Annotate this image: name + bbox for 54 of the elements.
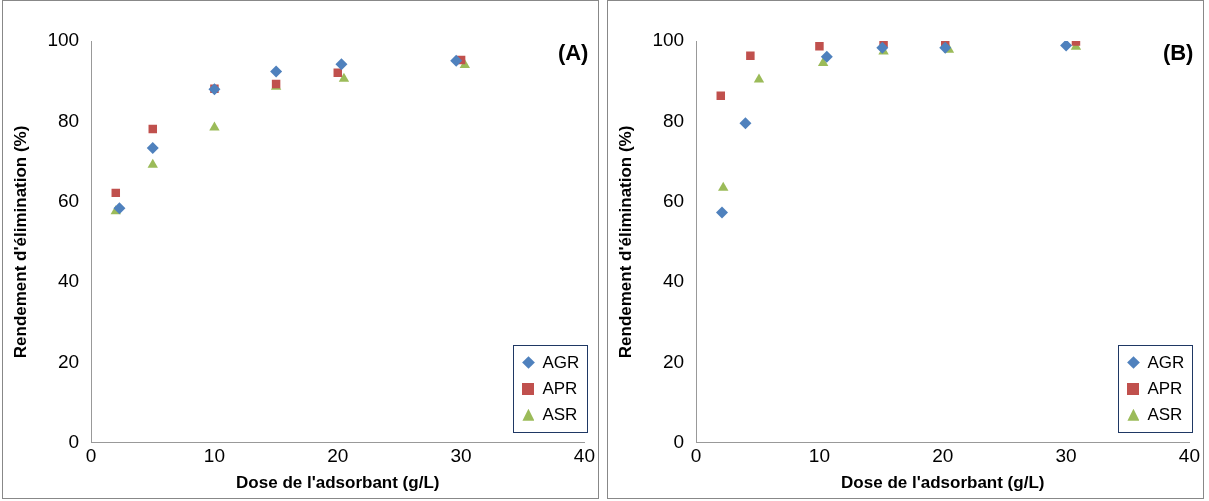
legend-label: AGR [542,352,580,373]
point [146,141,159,154]
x-axis-title: Dose de l'adsorbant (g/L) [236,473,440,493]
x-tick-label: 0 [690,445,702,467]
point [876,41,889,54]
x-tick-label: 30 [450,445,472,467]
y-tick-label: 80 [662,109,685,131]
point [815,41,824,51]
point [113,202,126,215]
x-tick-label: 10 [808,445,830,467]
point [1060,41,1073,52]
x-tick-label: 20 [327,445,349,467]
legend-label: ASR [542,404,578,425]
point [817,57,829,67]
x-tick-label: 30 [1055,445,1077,467]
point [746,51,755,61]
annotation: (A) [557,40,589,66]
point [270,65,283,78]
y-tick-label: 20 [57,350,80,372]
x-tick-label: 10 [203,445,225,467]
legend-label: APR [542,378,578,399]
y-tick-label: 20 [662,350,685,372]
x-axis-title: Dose de l'adsorbant (g/L) [841,473,1045,493]
y-tick-label: 60 [662,189,685,211]
point [450,54,463,67]
point [820,50,833,63]
y-tick-label: 0 [68,431,80,453]
y-tick-label: 100 [47,29,80,51]
legend-label: ASR [1147,404,1183,425]
y-tick-label: 40 [662,270,685,292]
y-tick-label: 0 [673,431,685,453]
x-tick-label: 0 [85,445,97,467]
point [753,73,765,83]
point [335,58,348,71]
point [147,158,158,168]
x-tick-label: 40 [1178,445,1200,467]
point [338,72,350,82]
y-tick-label: 100 [652,29,685,51]
point [209,121,220,131]
y-axis-title: Rendement d'élimination (%) [10,125,30,359]
point [716,91,726,100]
point [939,41,952,54]
y-tick-label: 80 [57,109,80,131]
point [716,206,728,219]
x-tick-label: 40 [573,445,595,467]
y-tick-label: 40 [57,270,80,292]
y-tick-label: 60 [57,189,80,211]
legend-label: APR [1147,378,1183,399]
point [718,181,729,191]
annotation: (B) [1162,40,1194,66]
y-axis-title: Rendement d'élimination (%) [615,125,635,359]
point [739,117,752,130]
legend-label: AGR [1147,352,1185,373]
x-tick-label: 20 [932,445,954,467]
